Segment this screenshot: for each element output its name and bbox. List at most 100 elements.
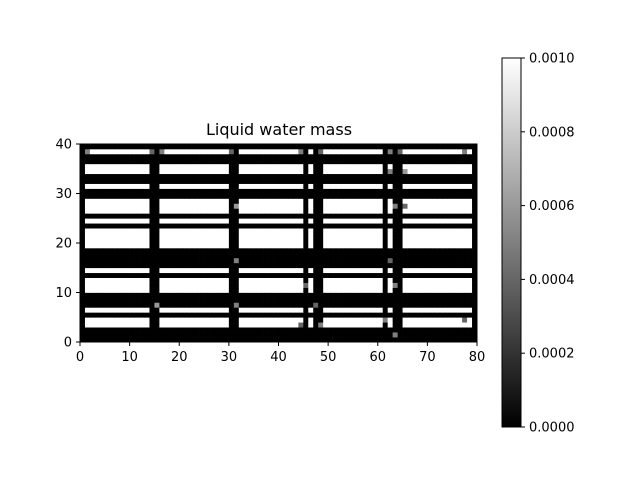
heatmap-cell — [303, 238, 309, 244]
heatmap-cell — [154, 203, 160, 209]
heatmap-cell — [104, 238, 111, 244]
heatmap-cell — [268, 292, 274, 298]
heatmap-cell — [159, 158, 165, 165]
heatmap-cell — [367, 208, 374, 214]
heatmap-cell — [432, 153, 438, 160]
heatmap-cell — [377, 173, 384, 179]
heatmap-cell — [218, 327, 225, 333]
heatmap-cell — [228, 168, 235, 175]
heatmap-cell — [452, 228, 458, 234]
heatmap-cell — [362, 213, 369, 219]
heatmap-cell — [204, 153, 210, 160]
heatmap-cell — [352, 272, 359, 278]
heatmap-cell — [333, 218, 339, 224]
heatmap-cell — [263, 252, 269, 259]
heatmap-cell — [233, 203, 240, 209]
heatmap-cell — [412, 198, 418, 204]
heatmap-cell — [362, 292, 369, 298]
heatmap-cell — [129, 218, 135, 224]
heatmap-cell — [238, 257, 245, 264]
heatmap-cell — [233, 332, 240, 338]
heatmap-cell — [164, 158, 170, 165]
heatmap-cell — [154, 302, 160, 308]
heatmap-cell — [159, 223, 165, 229]
heatmap-cell — [164, 173, 170, 179]
heatmap-cell — [412, 282, 418, 288]
heatmap-cell — [402, 188, 408, 194]
heatmap-cell — [288, 247, 294, 254]
heatmap-cell — [288, 257, 294, 264]
heatmap-cell — [397, 312, 403, 318]
heatmap-cell — [223, 163, 230, 170]
heatmap-cell — [149, 297, 155, 303]
heatmap-cell — [462, 277, 468, 283]
heatmap-cell — [179, 218, 185, 224]
heatmap-cell — [382, 302, 389, 308]
heatmap-cell — [427, 272, 433, 278]
heatmap-cell — [343, 302, 349, 308]
heatmap-cell — [417, 252, 423, 259]
heatmap-cell — [397, 252, 403, 259]
heatmap-cell — [139, 168, 145, 175]
heatmap-cell — [452, 233, 458, 239]
heatmap-cell — [382, 297, 389, 303]
heatmap-cell — [462, 208, 468, 214]
heatmap-cell — [134, 218, 140, 224]
heatmap-cell — [99, 312, 106, 318]
heatmap-cell — [293, 223, 299, 229]
heatmap-cell — [412, 228, 418, 234]
heatmap-cell — [352, 188, 359, 194]
heatmap-cell — [159, 307, 165, 313]
heatmap-cell — [169, 173, 175, 179]
heatmap-cell — [184, 337, 190, 343]
heatmap-cell — [94, 257, 101, 264]
heatmap-cell — [313, 332, 319, 338]
heatmap-cell — [89, 238, 96, 244]
heatmap-cell — [228, 307, 235, 313]
heatmap-cell — [352, 144, 359, 150]
heatmap-cell — [412, 327, 418, 333]
heatmap-cell — [119, 233, 126, 239]
heatmap-cell — [194, 257, 200, 264]
heatmap-cell — [233, 158, 240, 165]
heatmap-cell — [263, 312, 269, 318]
heatmap-cell — [437, 233, 443, 239]
heatmap-cell — [154, 322, 160, 328]
heatmap-cell — [323, 183, 329, 189]
heatmap-cell — [233, 173, 240, 179]
heatmap-cell — [189, 297, 195, 303]
heatmap-cell — [174, 312, 180, 318]
heatmap-cell — [129, 153, 135, 160]
heatmap-cell — [109, 247, 116, 254]
heatmap-cell — [169, 148, 175, 155]
heatmap-cell — [273, 287, 279, 293]
heatmap-cell — [293, 322, 299, 328]
heatmap-cell — [218, 287, 225, 293]
colorbar-tick-label: 0.0000 — [529, 421, 575, 436]
heatmap-cell — [263, 327, 269, 333]
heatmap-cell — [417, 188, 423, 194]
heatmap-cell — [169, 257, 175, 264]
heatmap-cell — [432, 223, 438, 229]
heatmap-cell — [164, 218, 170, 224]
heatmap-cell — [94, 153, 101, 160]
heatmap-cell — [129, 267, 135, 274]
heatmap-cell — [352, 282, 359, 288]
heatmap-cell — [467, 252, 473, 259]
heatmap-cell — [397, 198, 403, 204]
heatmap-cell — [119, 208, 126, 214]
heatmap-cell — [94, 238, 101, 244]
heatmap-cell — [323, 292, 329, 298]
heatmap-cell — [149, 233, 155, 239]
heatmap-cell — [362, 267, 369, 274]
heatmap-cell — [169, 233, 175, 239]
heatmap-cell — [472, 267, 478, 274]
heatmap-cell — [228, 223, 235, 229]
heatmap-cell — [80, 267, 86, 274]
heatmap-cell — [432, 272, 438, 278]
heatmap-cell — [109, 188, 116, 194]
heatmap-cell — [447, 292, 453, 298]
heatmap-cell — [377, 228, 384, 234]
heatmap-cell — [80, 233, 86, 239]
heatmap-cell — [362, 302, 369, 308]
